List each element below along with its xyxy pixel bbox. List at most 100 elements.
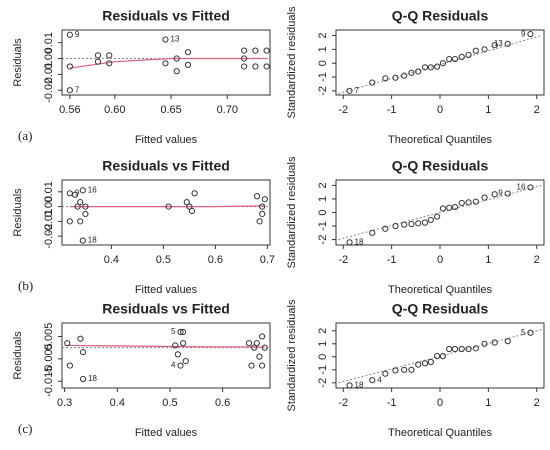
point (433, 213, 441, 220)
y-tick-label: -1 (317, 365, 329, 375)
point (259, 203, 266, 210)
point (421, 219, 429, 226)
point-label: 7 (75, 85, 80, 94)
y-tick-label: -0.01 (43, 62, 55, 87)
smooth-line (69, 205, 265, 208)
point-label: 13 (494, 39, 503, 48)
y-tick-label: 2 (317, 182, 329, 188)
point (504, 190, 511, 197)
point (256, 353, 263, 360)
point (439, 353, 447, 360)
point (259, 362, 266, 369)
x-axis-title: Theoretical Quantiles (388, 134, 492, 146)
x-axis-title: Theoretical Quantiles (388, 284, 492, 296)
chart-title: Q-Q Residuals (392, 8, 489, 24)
point (392, 222, 399, 230)
point (401, 221, 408, 228)
y-axis-title: Residuals (12, 38, 24, 87)
x-tick-label: 0 (437, 254, 443, 266)
y-tick-label: 2 (317, 32, 329, 38)
point (458, 199, 465, 207)
point (256, 218, 263, 225)
point (66, 362, 73, 369)
point (106, 60, 113, 67)
point (346, 87, 353, 94)
point (66, 63, 73, 70)
panel-label: (c) (18, 421, 32, 436)
point (248, 362, 255, 369)
point (472, 198, 479, 205)
x-tick-label: -1 (387, 397, 397, 409)
point (481, 340, 488, 347)
y-tick-label: -0.02 (43, 224, 55, 249)
chart-title: Q-Q Residuals (392, 158, 489, 174)
panel-label: (a) (18, 128, 32, 143)
point (451, 203, 459, 211)
point (401, 72, 408, 79)
y-tick-label: 0.01 (43, 181, 55, 202)
point (94, 52, 102, 59)
x-tick-label: 0.3 (57, 397, 72, 409)
point (427, 216, 434, 224)
chart-title: Residuals vs Fitted (102, 8, 230, 24)
plot-box (61, 322, 271, 389)
point (180, 340, 187, 347)
point (241, 47, 248, 54)
y-tick-label: 0 (317, 209, 329, 215)
point-label: 18 (355, 381, 364, 390)
point (481, 194, 488, 201)
point-label: 9 (75, 30, 80, 39)
point-label: 9 (498, 189, 503, 198)
y-tick-label: -0.015 (43, 366, 55, 397)
point (64, 340, 71, 347)
point (252, 47, 259, 54)
x-axis-title: Fitted values (135, 284, 198, 296)
point (465, 345, 472, 353)
point (369, 229, 376, 236)
point-label: 13 (170, 35, 179, 44)
x-tick-label: -1 (387, 254, 397, 266)
point (451, 55, 459, 63)
x-tick-label: 0.65 (160, 104, 181, 116)
y-axis-title: Standardized residuals (286, 6, 298, 118)
point (253, 193, 261, 200)
point-label: 5 (521, 328, 526, 337)
point (408, 69, 415, 76)
point (79, 187, 86, 194)
point (439, 60, 447, 67)
point (177, 328, 184, 336)
x-tick-label: -2 (338, 104, 348, 116)
x-tick-label: 1 (485, 397, 491, 409)
point (66, 31, 73, 38)
point (346, 239, 353, 246)
x-tick-label: 0 (437, 104, 443, 116)
point (261, 344, 268, 351)
point-label: 18 (88, 374, 97, 383)
plot-box (61, 179, 271, 246)
chart-title: Q-Q Residuals (392, 301, 489, 317)
point (369, 377, 376, 384)
point (369, 79, 376, 86)
y-tick-label: 0.01 (43, 32, 55, 53)
point (527, 329, 534, 336)
y-tick-label: -0.005 (43, 343, 55, 374)
point (183, 199, 190, 206)
point (504, 338, 511, 345)
reference-line (338, 35, 542, 95)
x-tick-label: -2 (338, 254, 348, 266)
point (392, 367, 399, 374)
smooth-line (67, 344, 265, 348)
point (66, 218, 73, 225)
x-tick-label: 0.70 (217, 104, 238, 116)
point (79, 237, 86, 244)
y-tick-label: -2 (317, 86, 329, 96)
point (106, 52, 113, 59)
point (433, 353, 441, 360)
y-axis-title: Residuals (12, 331, 24, 380)
chart-title: Residuals vs Fitted (102, 301, 230, 317)
point (446, 204, 453, 211)
x-tick-label: 0.4 (104, 254, 119, 266)
y-tick-label: 2 (317, 328, 329, 334)
y-tick-label: 1 (317, 196, 329, 202)
